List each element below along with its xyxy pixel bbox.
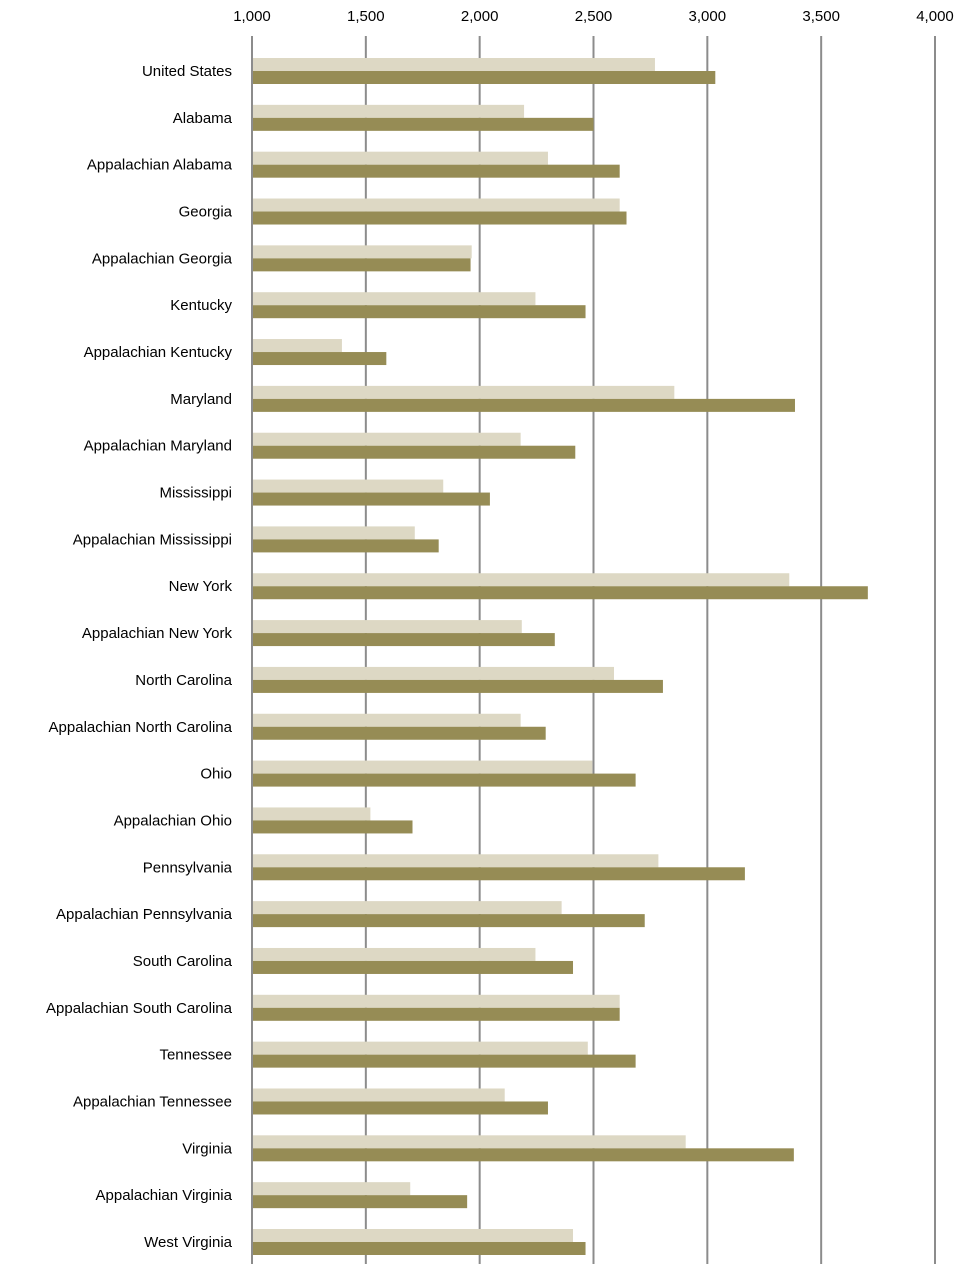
bar-series-2 — [252, 258, 471, 272]
bar-series-1 — [252, 1182, 411, 1196]
bar-series-1 — [252, 432, 521, 446]
bar-series-2 — [252, 586, 868, 600]
bar-series-2 — [252, 820, 413, 834]
bar-series-2 — [252, 352, 387, 366]
category-label: Maryland — [170, 391, 232, 408]
grid-lines — [251, 36, 936, 1264]
category-label: Appalachian Tennessee — [73, 1093, 232, 1110]
category-label: Appalachian South Carolina — [46, 1000, 233, 1017]
bar-series-2 — [252, 211, 627, 225]
bar-series-2 — [252, 71, 716, 84]
bar-series-2 — [252, 1101, 548, 1115]
bar-series-1 — [252, 947, 536, 961]
bar-series-2 — [252, 492, 490, 506]
bar-series-1 — [252, 573, 790, 587]
bar-series-2 — [252, 164, 620, 178]
x-tick-label: 4,000 — [916, 8, 954, 25]
bar-series-2 — [252, 539, 439, 553]
category-label: United States — [142, 63, 232, 80]
bar-series-2 — [252, 398, 795, 412]
bar-series-1 — [252, 1229, 574, 1242]
x-tick-label: 3,500 — [802, 8, 840, 25]
bar-series-2 — [252, 1148, 794, 1162]
category-label: Tennessee — [159, 1047, 232, 1064]
category-labels: United States Alabama Appalachian Alabama G… — [46, 63, 233, 1251]
x-tick-label: 2,000 — [461, 8, 499, 25]
bar-series-2 — [252, 679, 663, 693]
category-label: Appalachian Maryland — [84, 438, 232, 455]
category-label: Appalachian Mississippi — [73, 531, 232, 548]
bar-series-2 — [252, 1195, 468, 1209]
x-axis-tick-labels: 1,000 1,500 2,000 2,500 3,000 3,500 4,000 — [233, 8, 954, 25]
category-label: Appalachian New York — [82, 625, 233, 642]
bar-series-1 — [252, 58, 655, 71]
category-label: Ohio — [200, 766, 232, 783]
category-label: West Virginia — [144, 1234, 232, 1251]
category-label: Virginia — [182, 1140, 232, 1157]
bar-series-1 — [252, 385, 675, 399]
bar-series-1 — [252, 854, 659, 868]
category-label: Alabama — [173, 110, 233, 127]
bar-series-2 — [252, 960, 574, 974]
bar-series-1 — [252, 901, 562, 915]
bar-series-2 — [252, 117, 594, 131]
bar-series-1 — [252, 151, 548, 165]
category-label: South Carolina — [133, 953, 233, 970]
x-tick-label: 2,500 — [575, 8, 613, 25]
bar-series-2 — [252, 773, 636, 787]
bar-series-1 — [252, 104, 525, 118]
bar-series-1 — [252, 292, 536, 306]
category-label: Appalachian Georgia — [92, 250, 233, 267]
category-label: Kentucky — [170, 297, 232, 314]
category-label: Pennsylvania — [143, 859, 233, 876]
category-label: New York — [169, 578, 233, 595]
bar-series-2 — [252, 726, 546, 740]
bar-series-2 — [252, 445, 576, 459]
bar-series-1 — [252, 526, 415, 540]
bar-series-1 — [252, 1135, 686, 1149]
bar-series-1 — [252, 994, 620, 1008]
bar-series-2 — [252, 867, 745, 881]
x-tick-label: 1,000 — [233, 8, 271, 25]
x-tick-label: 1,500 — [347, 8, 385, 25]
category-label: Appalachian North Carolina — [49, 719, 233, 736]
bar-series-1 — [252, 1088, 505, 1102]
bar-series-1 — [252, 479, 444, 493]
bar-series-2 — [252, 1054, 636, 1068]
category-label: Mississippi — [159, 485, 232, 502]
bar-series-1 — [252, 1041, 588, 1055]
bar-series-2 — [252, 305, 586, 319]
bar-series-1 — [252, 245, 472, 259]
category-label: North Carolina — [135, 672, 232, 689]
category-label: Georgia — [179, 204, 233, 221]
bar-series-1 — [252, 339, 342, 353]
bar-series-2 — [252, 1007, 620, 1021]
bar-series-1 — [252, 198, 620, 212]
bar-series-1 — [252, 620, 522, 634]
category-label: Appalachian Virginia — [96, 1187, 233, 1204]
category-label: Appalachian Kentucky — [84, 344, 233, 361]
bar-series-1 — [252, 807, 371, 821]
bar-series-1 — [252, 760, 593, 774]
bar-series-2 — [252, 633, 555, 647]
category-label: Appalachian Ohio — [114, 812, 232, 829]
category-label: Appalachian Alabama — [87, 157, 233, 174]
category-label: Appalachian Pennsylvania — [56, 906, 233, 923]
x-tick-label: 3,000 — [689, 8, 727, 25]
bar-series-1 — [252, 713, 521, 727]
bar-series-2 — [252, 1242, 586, 1255]
bar-series-2 — [252, 914, 645, 928]
bar-series-1 — [252, 666, 614, 680]
bars — [252, 58, 868, 1255]
